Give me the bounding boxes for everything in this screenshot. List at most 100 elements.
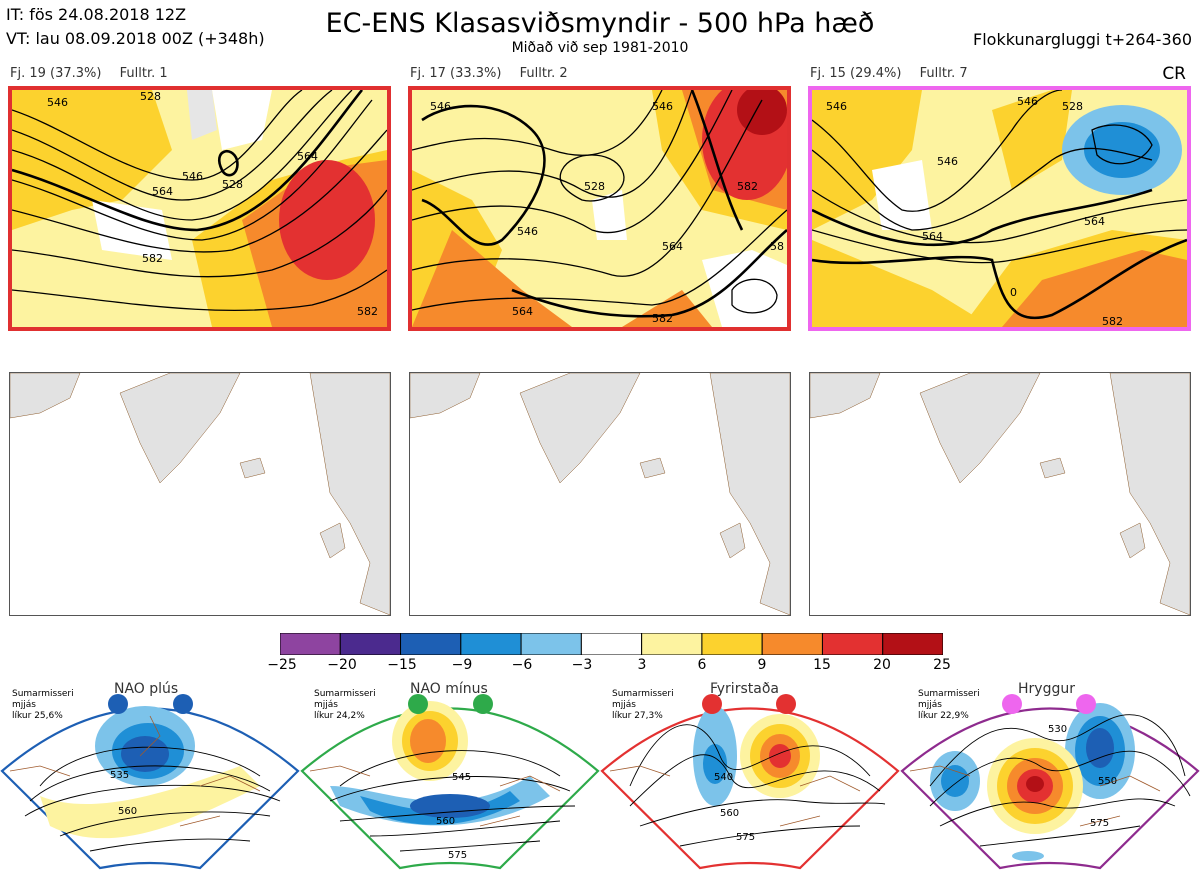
regime-marker-dot	[1076, 694, 1096, 714]
contour-label: 546	[182, 170, 203, 183]
legend-tick: 6	[697, 657, 707, 673]
contour-label: 546	[1017, 95, 1038, 108]
legend-tick-labels: −25 −20 −15 −9 −6 −3 3 6 9 15 20 25	[262, 657, 962, 675]
panel-3-count: Fj. 15 (29.4%)	[810, 66, 902, 81]
contour-label: 546	[652, 100, 673, 113]
contour-label: 528	[1062, 100, 1083, 113]
regime-marker-dot	[408, 694, 428, 714]
panel-3-label: Fj. 15 (29.4%) Fulltr. 7	[810, 66, 982, 81]
contour-label: 575	[448, 850, 467, 861]
legend-tick: −9	[451, 657, 473, 673]
contour-label: 582	[652, 312, 673, 325]
legend-tick: −6	[511, 657, 533, 673]
regime-name: NAO mínus	[410, 681, 488, 697]
contour-label: 560	[720, 808, 739, 819]
contour-label: 564	[512, 305, 533, 318]
panel-2-label: Fj. 17 (33.3%) Fulltr. 2	[410, 66, 582, 81]
contour-label: 582	[357, 305, 378, 318]
panel-1-label: Fj. 19 (37.3%) Fulltr. 1	[10, 66, 182, 81]
empty-map-1	[9, 372, 391, 616]
contour-label: 546	[517, 225, 538, 238]
legend-tick: 15	[813, 657, 831, 673]
regime-name: Hryggur	[1018, 681, 1075, 697]
color-legend	[280, 633, 943, 655]
legend-swatch	[339, 633, 402, 655]
contour-label: 560	[436, 816, 455, 827]
legend-tick: 3	[637, 657, 647, 673]
contour-label: 564	[922, 230, 943, 243]
contour-label: 564	[1084, 215, 1105, 228]
legend-tick: −20	[327, 657, 357, 673]
contour-label: 0	[1010, 286, 1017, 299]
contour-label: 582	[737, 180, 758, 193]
contour-label: 540	[714, 772, 733, 783]
panel-1-cluster: Fulltr. 1	[119, 66, 168, 81]
regime-note-prob: líkur 27,3%	[612, 711, 663, 721]
legend-swatch	[641, 633, 703, 655]
contour-label: 550	[1098, 776, 1117, 787]
regime-note-months: mjjás	[314, 700, 338, 710]
valid-time: VT: lau 08.09.2018 00Z (+348h)	[6, 29, 265, 48]
contour-label: 530	[1048, 724, 1067, 735]
legend-swatch	[400, 633, 462, 655]
legend-swatch	[520, 633, 582, 655]
regime-ridge: Hryggur Sumarmisseri mjjás líkur 22,9% 5…	[900, 676, 1200, 871]
empty-map-3	[809, 372, 1191, 616]
contour-label: 546	[47, 96, 68, 109]
panel-3-cluster: Fulltr. 7	[919, 66, 968, 81]
cluster-map-2: 546 528 546 564 564 546 582 58 582	[408, 86, 791, 331]
regime-note-months: mjjás	[918, 700, 942, 710]
classification-window: Flokkunargluggi t+264-360	[973, 30, 1192, 49]
legend-swatch	[821, 633, 884, 655]
page-subtitle: Miðað við sep 1981-2010	[511, 40, 689, 56]
regime-marker-dot	[108, 694, 128, 714]
legend-tick: −3	[571, 657, 593, 673]
contour-label: 528	[222, 178, 243, 191]
regime-marker-dot	[702, 694, 722, 714]
regime-marker-dot	[776, 694, 796, 714]
contour-label: 545	[452, 772, 471, 783]
legend-swatch	[280, 633, 341, 655]
regime-note-season: Sumarmisseri	[12, 689, 74, 699]
cr-label: CR	[1162, 64, 1186, 84]
contour-label: 546	[826, 100, 847, 113]
contour-label: 546	[937, 155, 958, 168]
contour-label: 564	[152, 185, 173, 198]
legend-tick: 25	[933, 657, 951, 673]
contour-label: 528	[140, 90, 161, 103]
contour-label: 575	[736, 832, 755, 843]
regime-note-months: mjjás	[612, 700, 636, 710]
contour-label: 575	[1090, 818, 1109, 829]
contour-label: 560	[118, 806, 137, 817]
regime-marker-dot	[1002, 694, 1022, 714]
legend-swatch	[761, 633, 823, 655]
regime-note-season: Sumarmisseri	[314, 689, 376, 699]
legend-swatch	[460, 633, 522, 655]
cluster-map-1: 546 528 564 546 528 564 582 582	[8, 86, 391, 331]
regime-marker-dot	[473, 694, 493, 714]
regime-note-prob: líkur 22,9%	[918, 711, 969, 721]
regime-note-prob: líkur 24,2%	[314, 711, 365, 721]
contour-label: 528	[584, 180, 605, 193]
regime-nao-plus: NAO plús Sumarmisseri mjjás líkur 25,6% …	[0, 676, 300, 871]
regime-note-months: mjjás	[12, 700, 36, 710]
regime-note-season: Sumarmisseri	[612, 689, 674, 699]
empty-map-2	[409, 372, 791, 616]
regime-name: NAO plús	[114, 681, 178, 697]
cluster-map-3: 546 528 546 546 564 564 582 0	[808, 86, 1191, 331]
contour-label: 546	[430, 100, 451, 113]
regime-name: Fyrirstaða	[710, 681, 779, 697]
regime-marker-dot	[173, 694, 193, 714]
regime-nao-minus: NAO mínus Sumarmisseri mjjás líkur 24,2%…	[300, 676, 600, 871]
contour-label: 582	[142, 252, 163, 265]
regime-note-prob: líkur 25,6%	[12, 711, 63, 721]
panel-2-cluster: Fulltr. 2	[519, 66, 568, 81]
legend-swatch	[580, 633, 643, 655]
page-title: EC-ENS Klasasviðsmyndir - 500 hPa hæð	[325, 8, 875, 39]
panel-1-count: Fj. 19 (37.3%)	[10, 66, 102, 81]
contour-label: 582	[1102, 315, 1123, 327]
legend-tick: −15	[387, 657, 417, 673]
regime-blocking: Fyrirstaða Sumarmisseri mjjás líkur 27,3…	[600, 676, 900, 871]
legend-swatch	[701, 633, 763, 655]
contour-label: 58	[770, 240, 784, 253]
